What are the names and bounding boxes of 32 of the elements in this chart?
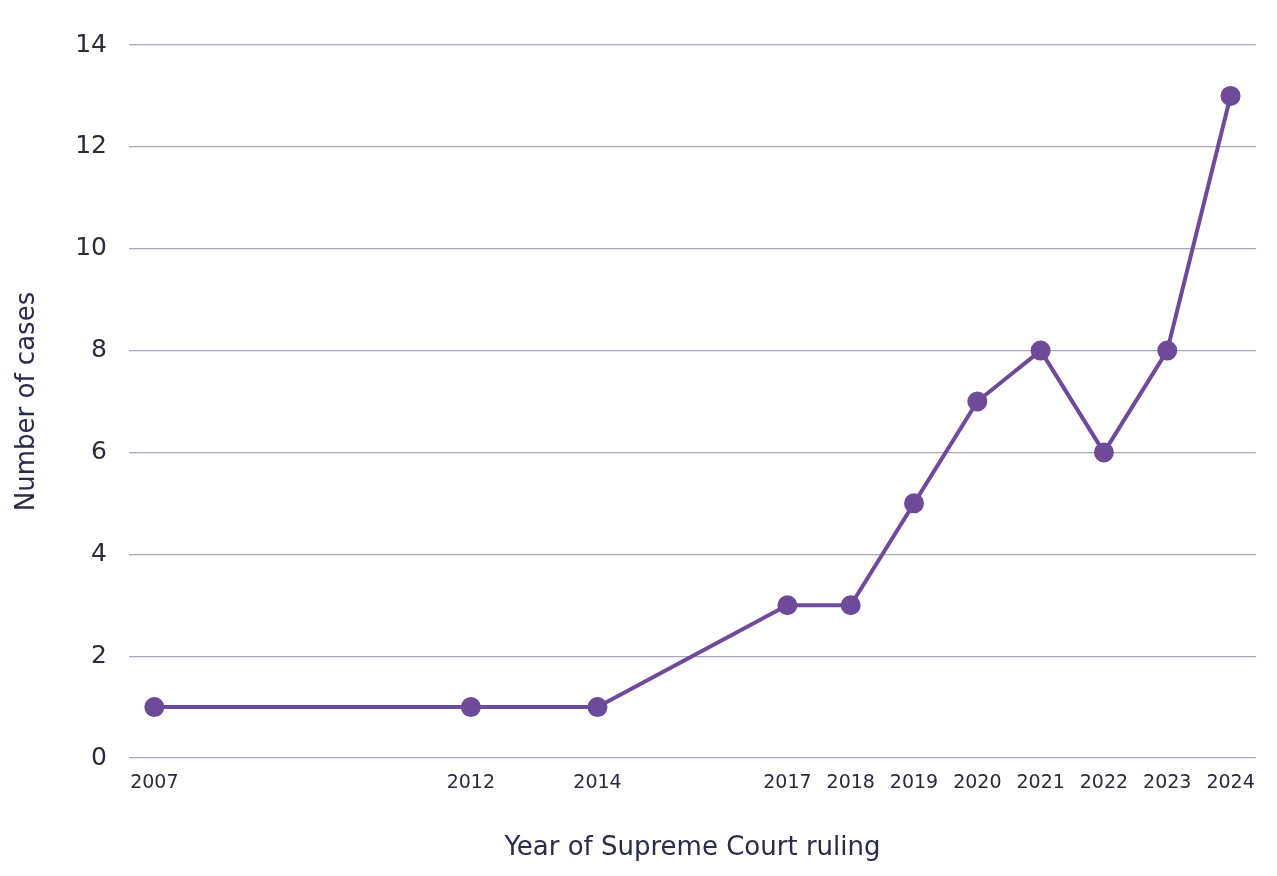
x-tick-label: 2017 xyxy=(763,770,812,793)
y-tick-label: 4 xyxy=(91,537,108,567)
x-tick-label: 2022 xyxy=(1079,770,1129,793)
point xyxy=(967,391,988,412)
x-tick-label: 2020 xyxy=(953,770,1002,793)
point xyxy=(144,697,165,718)
x-tick-label: 2018 xyxy=(826,770,875,793)
y-axis-title: Number of cases xyxy=(10,291,41,512)
point xyxy=(840,595,861,616)
x-tick-label: 2024 xyxy=(1206,770,1255,793)
point xyxy=(1093,442,1114,463)
y-tick-label: 0 xyxy=(91,741,108,771)
x-tick-label: 2019 xyxy=(889,770,939,793)
y-tick-label: 14 xyxy=(75,28,108,58)
x-tick-label: 2007 xyxy=(130,770,179,793)
x-tick-label: 2012 xyxy=(446,770,496,793)
point xyxy=(587,697,608,718)
y-tick-label: 2 xyxy=(91,639,108,669)
x-axis-title: Year of Supreme Court ruling xyxy=(503,831,881,862)
y-tick-label: 12 xyxy=(75,130,108,160)
point xyxy=(1030,340,1051,361)
point xyxy=(904,493,925,514)
x-tick-label: 2023 xyxy=(1143,770,1192,793)
point xyxy=(777,595,798,616)
point xyxy=(460,697,481,718)
x-tick-label: 2014 xyxy=(573,770,622,793)
y-tick-label: 6 xyxy=(91,435,108,465)
x-tick-label: 2021 xyxy=(1016,770,1065,793)
point xyxy=(1157,340,1178,361)
point xyxy=(1220,85,1241,106)
y-tick-label: 10 xyxy=(75,232,108,262)
y-tick-label: 8 xyxy=(91,334,108,364)
